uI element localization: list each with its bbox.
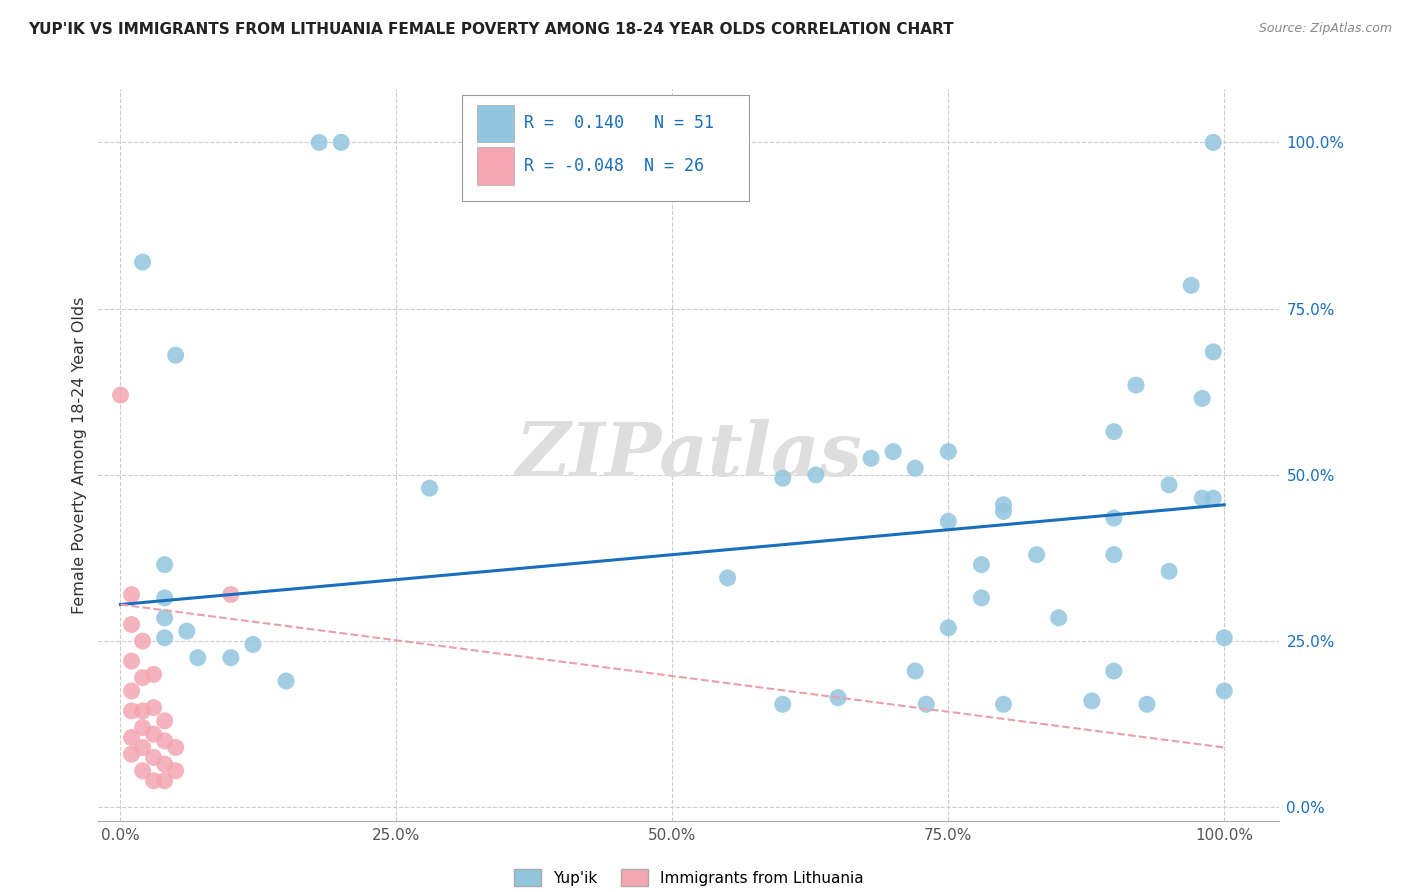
Point bbox=[993, 504, 1015, 518]
Point bbox=[1213, 631, 1236, 645]
Point bbox=[219, 588, 242, 602]
Point bbox=[936, 515, 959, 529]
Legend: Yup'ik, Immigrants from Lithuania: Yup'ik, Immigrants from Lithuania bbox=[513, 870, 865, 886]
Point bbox=[970, 591, 993, 605]
Point bbox=[772, 471, 794, 485]
Point bbox=[165, 764, 187, 778]
Point bbox=[219, 650, 242, 665]
Point bbox=[419, 481, 441, 495]
Point bbox=[131, 634, 153, 648]
Y-axis label: Female Poverty Among 18-24 Year Olds: Female Poverty Among 18-24 Year Olds bbox=[72, 296, 87, 614]
Point bbox=[165, 740, 187, 755]
Point bbox=[993, 498, 1015, 512]
Point bbox=[827, 690, 849, 705]
Point bbox=[1191, 392, 1213, 406]
Point bbox=[131, 764, 153, 778]
Point bbox=[121, 654, 143, 668]
Point bbox=[772, 698, 794, 712]
Point bbox=[153, 558, 176, 572]
Point bbox=[153, 773, 176, 788]
Point bbox=[131, 255, 153, 269]
Point bbox=[153, 611, 176, 625]
Point bbox=[110, 388, 132, 402]
Point bbox=[121, 684, 143, 698]
Point bbox=[153, 757, 176, 772]
Point bbox=[904, 461, 927, 475]
Point bbox=[1047, 611, 1070, 625]
Point bbox=[860, 451, 883, 466]
Point bbox=[804, 467, 827, 482]
Point bbox=[121, 731, 143, 745]
Point bbox=[153, 631, 176, 645]
Point bbox=[1102, 511, 1125, 525]
Point bbox=[882, 444, 904, 458]
Point bbox=[1191, 491, 1213, 505]
Point bbox=[165, 348, 187, 362]
Point bbox=[142, 773, 165, 788]
Point bbox=[142, 667, 165, 681]
Point bbox=[153, 714, 176, 728]
Text: R =  0.140   N = 51: R = 0.140 N = 51 bbox=[523, 114, 714, 132]
Point bbox=[121, 588, 143, 602]
Point bbox=[1202, 344, 1225, 359]
Text: Source: ZipAtlas.com: Source: ZipAtlas.com bbox=[1258, 22, 1392, 36]
Point bbox=[142, 727, 165, 741]
Point bbox=[131, 704, 153, 718]
Point bbox=[970, 558, 993, 572]
Point bbox=[153, 591, 176, 605]
Point bbox=[1102, 425, 1125, 439]
Point bbox=[993, 698, 1015, 712]
Point bbox=[142, 750, 165, 764]
Point bbox=[308, 136, 330, 150]
Point bbox=[187, 650, 209, 665]
Point bbox=[1102, 664, 1125, 678]
Point bbox=[1125, 378, 1147, 392]
Point bbox=[142, 700, 165, 714]
Text: YUP'IK VS IMMIGRANTS FROM LITHUANIA FEMALE POVERTY AMONG 18-24 YEAR OLDS CORRELA: YUP'IK VS IMMIGRANTS FROM LITHUANIA FEMA… bbox=[28, 22, 953, 37]
Point bbox=[121, 617, 143, 632]
Point bbox=[1136, 698, 1159, 712]
Text: ZIPatlas: ZIPatlas bbox=[516, 418, 862, 491]
Text: R = -0.048  N = 26: R = -0.048 N = 26 bbox=[523, 157, 703, 175]
Point bbox=[1213, 684, 1236, 698]
Point bbox=[936, 621, 959, 635]
Point bbox=[330, 136, 353, 150]
Point bbox=[242, 637, 264, 651]
Point bbox=[274, 673, 297, 688]
Point bbox=[936, 444, 959, 458]
Point bbox=[176, 624, 198, 639]
Point bbox=[131, 671, 153, 685]
Point bbox=[915, 698, 938, 712]
Point bbox=[131, 721, 153, 735]
Point bbox=[1025, 548, 1047, 562]
Point bbox=[716, 571, 738, 585]
Point bbox=[904, 664, 927, 678]
Point bbox=[1202, 136, 1225, 150]
Point bbox=[1102, 548, 1125, 562]
Point bbox=[121, 747, 143, 761]
Point bbox=[1180, 278, 1202, 293]
Point bbox=[131, 740, 153, 755]
Point bbox=[1157, 564, 1180, 578]
Point bbox=[1081, 694, 1104, 708]
Point bbox=[121, 704, 143, 718]
Point bbox=[153, 734, 176, 748]
Point bbox=[1202, 491, 1225, 505]
Point bbox=[1157, 478, 1180, 492]
